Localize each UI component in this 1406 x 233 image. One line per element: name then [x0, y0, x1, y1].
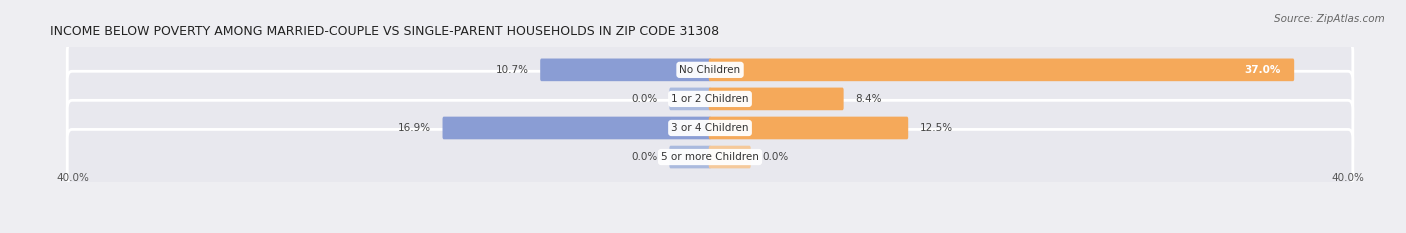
- Text: 0.0%: 0.0%: [631, 152, 658, 162]
- FancyBboxPatch shape: [669, 146, 711, 168]
- Text: 16.9%: 16.9%: [398, 123, 432, 133]
- Text: 12.5%: 12.5%: [920, 123, 953, 133]
- Text: 1 or 2 Children: 1 or 2 Children: [671, 94, 749, 104]
- Text: 3 or 4 Children: 3 or 4 Children: [671, 123, 749, 133]
- FancyBboxPatch shape: [709, 146, 751, 168]
- FancyBboxPatch shape: [443, 117, 711, 139]
- Text: Source: ZipAtlas.com: Source: ZipAtlas.com: [1274, 14, 1385, 24]
- Text: INCOME BELOW POVERTY AMONG MARRIED-COUPLE VS SINGLE-PARENT HOUSEHOLDS IN ZIP COD: INCOME BELOW POVERTY AMONG MARRIED-COUPL…: [49, 25, 718, 38]
- Text: 40.0%: 40.0%: [56, 173, 89, 183]
- FancyBboxPatch shape: [540, 58, 711, 81]
- FancyBboxPatch shape: [669, 88, 711, 110]
- Text: 0.0%: 0.0%: [762, 152, 789, 162]
- FancyBboxPatch shape: [67, 42, 1353, 97]
- FancyBboxPatch shape: [67, 100, 1353, 156]
- FancyBboxPatch shape: [709, 58, 1294, 81]
- Text: No Children: No Children: [679, 65, 741, 75]
- Text: 10.7%: 10.7%: [496, 65, 529, 75]
- FancyBboxPatch shape: [67, 129, 1353, 185]
- FancyBboxPatch shape: [67, 71, 1353, 127]
- Text: 37.0%: 37.0%: [1244, 65, 1281, 75]
- FancyBboxPatch shape: [709, 117, 908, 139]
- Text: 40.0%: 40.0%: [1331, 173, 1364, 183]
- FancyBboxPatch shape: [709, 88, 844, 110]
- Text: 0.0%: 0.0%: [631, 94, 658, 104]
- Text: 8.4%: 8.4%: [855, 94, 882, 104]
- Text: 5 or more Children: 5 or more Children: [661, 152, 759, 162]
